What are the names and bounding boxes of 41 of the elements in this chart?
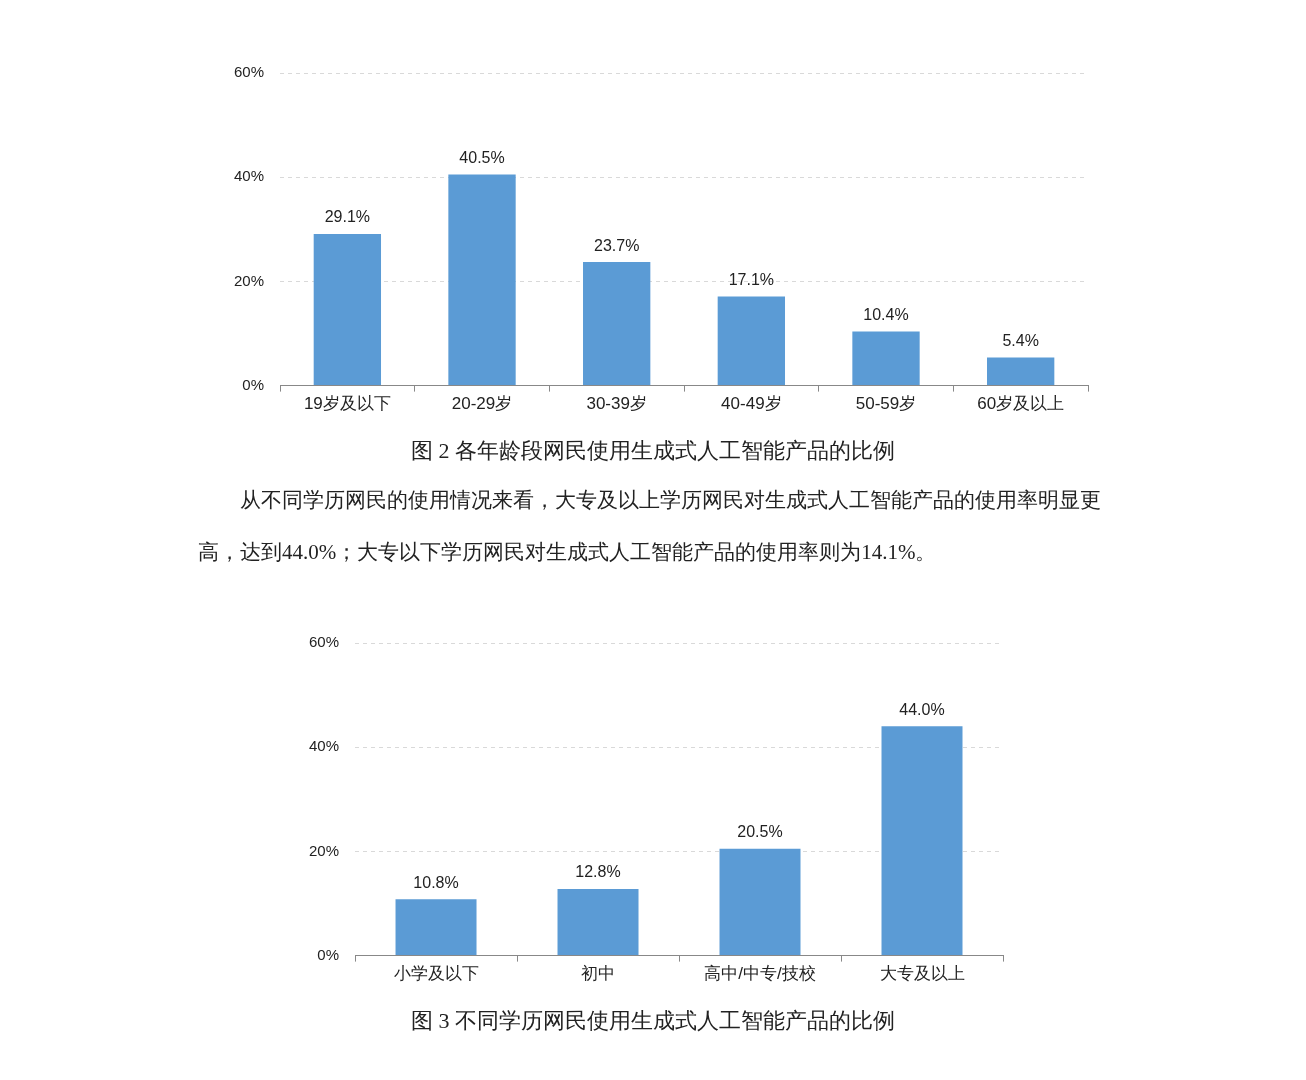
y-tick-label: 40% — [308, 737, 340, 755]
y-tick-label: 60% — [233, 63, 265, 81]
data-label: 10.8% — [413, 873, 459, 891]
y-tick-label: 40% — [233, 167, 265, 185]
data-label: 12.8% — [575, 863, 621, 881]
data-label: 17.1% — [728, 270, 775, 288]
x-tick-label: 30-39岁 — [586, 394, 647, 414]
data-label: 20.5% — [737, 823, 783, 841]
x-tick-label: 40-49岁 — [721, 394, 782, 414]
bar — [583, 262, 651, 386]
bar — [448, 174, 516, 386]
bar — [881, 726, 963, 956]
x-tick-label: 19岁及以下 — [303, 394, 391, 414]
data-label: 29.1% — [324, 208, 371, 226]
y-tick-label: 0% — [242, 375, 265, 393]
bar — [395, 899, 477, 956]
bar — [719, 848, 801, 956]
y-tick-label: 20% — [233, 271, 265, 289]
data-label: 40.5% — [459, 149, 505, 166]
x-tick-label: 高中/中专/技校 — [704, 964, 816, 984]
x-tick-label: 大专及以上 — [879, 964, 965, 984]
x-tick-label: 60岁及以上 — [977, 394, 1065, 414]
data-label: 23.7% — [593, 236, 640, 254]
text: 图 3 不同学历网民使用生成式人工智能产品的比例 — [410, 1007, 896, 1035]
y-tick-label: 20% — [308, 841, 340, 859]
data-label: 5.4% — [1002, 331, 1039, 349]
bar — [557, 888, 639, 956]
x-tick-label: 小学及以下 — [393, 964, 479, 984]
data-label: 10.4% — [863, 305, 909, 323]
bar — [313, 233, 382, 386]
text: 从不同学历网民的使用情况来看，大专及以上学历网民对生成式人工智能产品的使用率明显更高，达到44.0%；大专以下学历网民对生成式人工智能产品的使用率则为14.1%。 — [198, 488, 1101, 564]
x-tick-label: 20-29岁 — [451, 394, 513, 414]
bar — [717, 296, 786, 386]
y-tick-label: 0% — [317, 945, 340, 963]
data-label: 44.0% — [899, 700, 945, 718]
y-tick-label: 60% — [308, 633, 340, 651]
bar — [852, 331, 920, 386]
x-tick-label: 初中 — [581, 964, 616, 984]
x-tick-label: 50-59岁 — [855, 394, 917, 414]
bar — [987, 357, 1055, 386]
text: 图 2 各年龄段网民使用生成式人工智能产品的比例 — [410, 437, 896, 465]
